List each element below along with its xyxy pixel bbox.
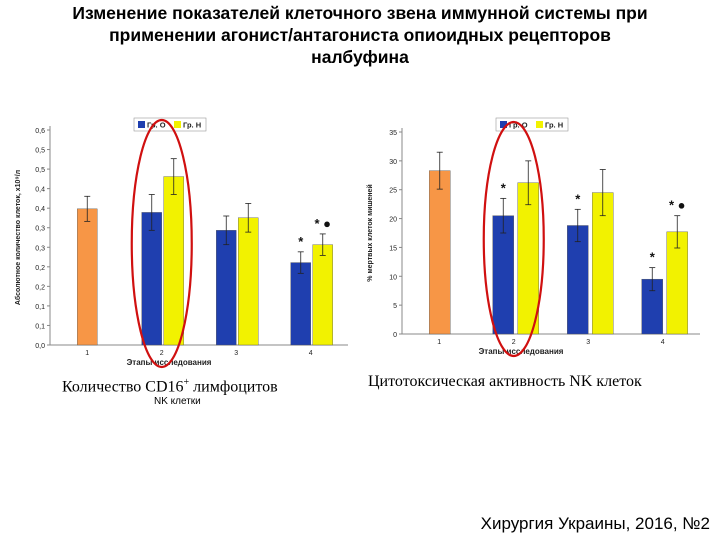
x-tick-label: 3 xyxy=(234,350,238,357)
highlight-ellipse-stage-2 xyxy=(130,118,193,369)
x-tick-label: 1 xyxy=(437,339,441,346)
caption-left-text: Количество CD16 xyxy=(62,378,184,396)
x-tick-label: 4 xyxy=(309,350,313,357)
y-tick-label: 30 xyxy=(389,159,397,166)
bar-stage-2-O xyxy=(492,215,514,335)
significance-marker: * xyxy=(650,250,656,265)
highlight-ellipse-stage-2 xyxy=(482,120,545,358)
legend-swatch-group-o xyxy=(500,121,507,128)
x-tick-label: 1 xyxy=(85,350,89,357)
bar-stage-3-O xyxy=(216,230,237,346)
source-citation: Хирургия Украины, 2016, №2 xyxy=(480,514,710,533)
y-tick-label: 0,5 xyxy=(35,148,45,155)
y-tick-label: 0,2 xyxy=(35,265,45,272)
bar-stage-1-control xyxy=(77,208,98,346)
legend-swatch-group-n xyxy=(536,121,543,128)
y-axis-label: % мертвых клеток мишеней xyxy=(366,184,374,281)
y-tick-label: 25 xyxy=(389,188,397,195)
nk-cytotoxicity-chart: 0 5 10 15 20 25 30 35 % мертвых клеток мишеней 1 2… xyxy=(366,117,700,358)
slide-title-line-2: применении агонист/антагониста опиоидных… xyxy=(109,25,611,45)
y-tick-label: 0,3 xyxy=(35,226,45,233)
y-axis-label: Абсолютное количество клеток, х10⁹/л xyxy=(14,170,22,305)
caption-left-tail: лимфоцитов xyxy=(189,378,278,396)
slide-title-line-3: налбуфина xyxy=(311,47,409,67)
y-tick-label: 0,4 xyxy=(35,187,45,194)
slide-title: Изменение показателей клеточного звена и… xyxy=(10,2,710,68)
significance-marker: * xyxy=(575,191,581,206)
legend-swatch-group-o xyxy=(138,121,145,128)
y-tick-label: 5 xyxy=(393,303,397,310)
legend-label-group-o: Гр. О xyxy=(147,121,166,130)
y-tick-label: 0,1 xyxy=(35,323,45,330)
significance-marker: * ● xyxy=(669,198,686,213)
caption-left-sup: + xyxy=(183,377,190,388)
y-tick-label: 0,5 xyxy=(35,167,45,174)
y-tick-label: 15 xyxy=(389,245,397,252)
bar-stage-2-H xyxy=(517,182,539,335)
bar-stage-4-H xyxy=(312,244,333,346)
x-tick-label: 4 xyxy=(661,339,665,346)
y-tick-label: 0,4 xyxy=(35,206,45,213)
cd16-lymphocytes-chart: 0,0 0,1 0,1 0,2 0,2 0,3 0,3 0,4 0,4 0,5 0,5 0,6 Абсо… xyxy=(14,117,348,369)
legend-swatch-group-n xyxy=(174,121,181,128)
y-tick-label: 10 xyxy=(389,274,397,281)
bar-stage-3-H xyxy=(238,217,259,346)
y-tick-label: 0,0 xyxy=(35,343,45,350)
bar-stage-2-H xyxy=(163,176,184,346)
y-tick-label: 0,2 xyxy=(35,284,45,291)
caption-left: Количество CD16+ лимфоцитов xyxy=(62,377,278,396)
y-tick-label: 0,1 xyxy=(35,304,45,311)
x-tick-label: 2 xyxy=(512,339,516,346)
significance-marker: * xyxy=(298,234,304,249)
y-tick-label: 0,3 xyxy=(35,245,45,252)
significance-marker: * ● xyxy=(314,216,331,231)
bar-stage-1-control xyxy=(429,170,451,335)
y-tick-label: 20 xyxy=(389,217,397,224)
caption-right: Цитотоксическая активность NK клеток xyxy=(368,373,642,390)
legend-label-group-n: Гр. Н xyxy=(545,121,563,130)
significance-marker: * xyxy=(501,180,507,195)
legend-label-group-n: Гр. Н xyxy=(183,121,201,130)
subcaption-left: NK клетки xyxy=(154,396,201,407)
y-tick-label: 0 xyxy=(393,332,397,339)
x-tick-label: 3 xyxy=(586,339,590,346)
y-tick-label: 35 xyxy=(389,130,397,137)
slide-title-line-1: Изменение показателей клеточного звена и… xyxy=(72,3,648,23)
bar-stage-2-O xyxy=(141,212,162,346)
legend-label-group-o: Гр. О xyxy=(509,121,528,130)
x-tick-label: 2 xyxy=(160,350,164,357)
y-tick-label: 0,6 xyxy=(35,128,45,135)
bar-stage-4-O xyxy=(290,262,311,346)
